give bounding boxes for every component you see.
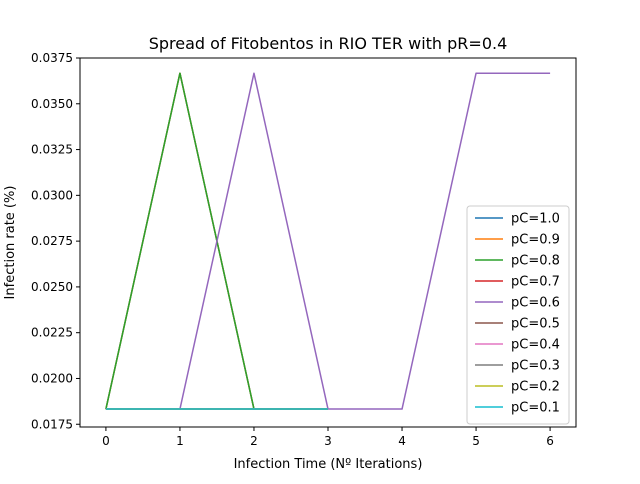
legend-label: pC=0.6 (511, 296, 560, 311)
legend-label: pC=0.3 (511, 359, 560, 374)
legend-label: pC=0.9 (511, 233, 560, 248)
series-layer (105, 72, 551, 410)
x-tick-label: 2 (250, 434, 258, 448)
legend: pC=1.0 pC=0.9 pC=0.8 pC=0.7 pC=0.6 pC=0.5 pC=0… (466, 205, 570, 425)
legend-label: pC=0.8 (511, 254, 560, 269)
y-tick-label: 0.0175 (31, 417, 73, 431)
x-tick-label: 0 (102, 434, 110, 448)
y-tick-label: 0.0375 (31, 51, 73, 65)
x-axis-label: Infection Time (Nº Iterations) (234, 457, 423, 472)
legend-label: pC=0.7 (511, 275, 560, 290)
legend-label: pC=0.5 (511, 317, 560, 332)
legend-label: pC=0.1 (511, 401, 560, 416)
legend-label: pC=0.2 (511, 380, 560, 395)
x-tick-label: 1 (176, 434, 184, 448)
chart-title: Spread of Fitobentos in RIO TER with pR=… (149, 34, 508, 53)
legend-label: pC=0.4 (511, 338, 560, 353)
y-tick-label: 0.0325 (31, 143, 73, 157)
y-tick-label: 0.0350 (31, 97, 73, 111)
y-tick-label: 0.0250 (31, 280, 73, 294)
y-axis: 0.0175 0.0200 0.0225 0.0250 0.0275 0.0300 0.03… (31, 51, 80, 431)
x-tick-label: 5 (472, 434, 480, 448)
y-tick-label: 0.0200 (31, 371, 73, 385)
plot-area (79, 57, 577, 428)
x-tick-label: 3 (324, 434, 332, 448)
legend-label: pC=1.0 (511, 212, 560, 227)
x-tick-label: 6 (546, 434, 554, 448)
x-axis: 0 1 2 3 4 5 6 (102, 427, 554, 448)
y-axis-label: Infection rate (%) (3, 186, 18, 300)
y-tick-label: 0.0225 (31, 326, 73, 340)
y-tick-label: 0.0275 (31, 234, 73, 248)
y-tick-label: 0.0300 (31, 188, 73, 202)
x-tick-label: 4 (398, 434, 406, 448)
